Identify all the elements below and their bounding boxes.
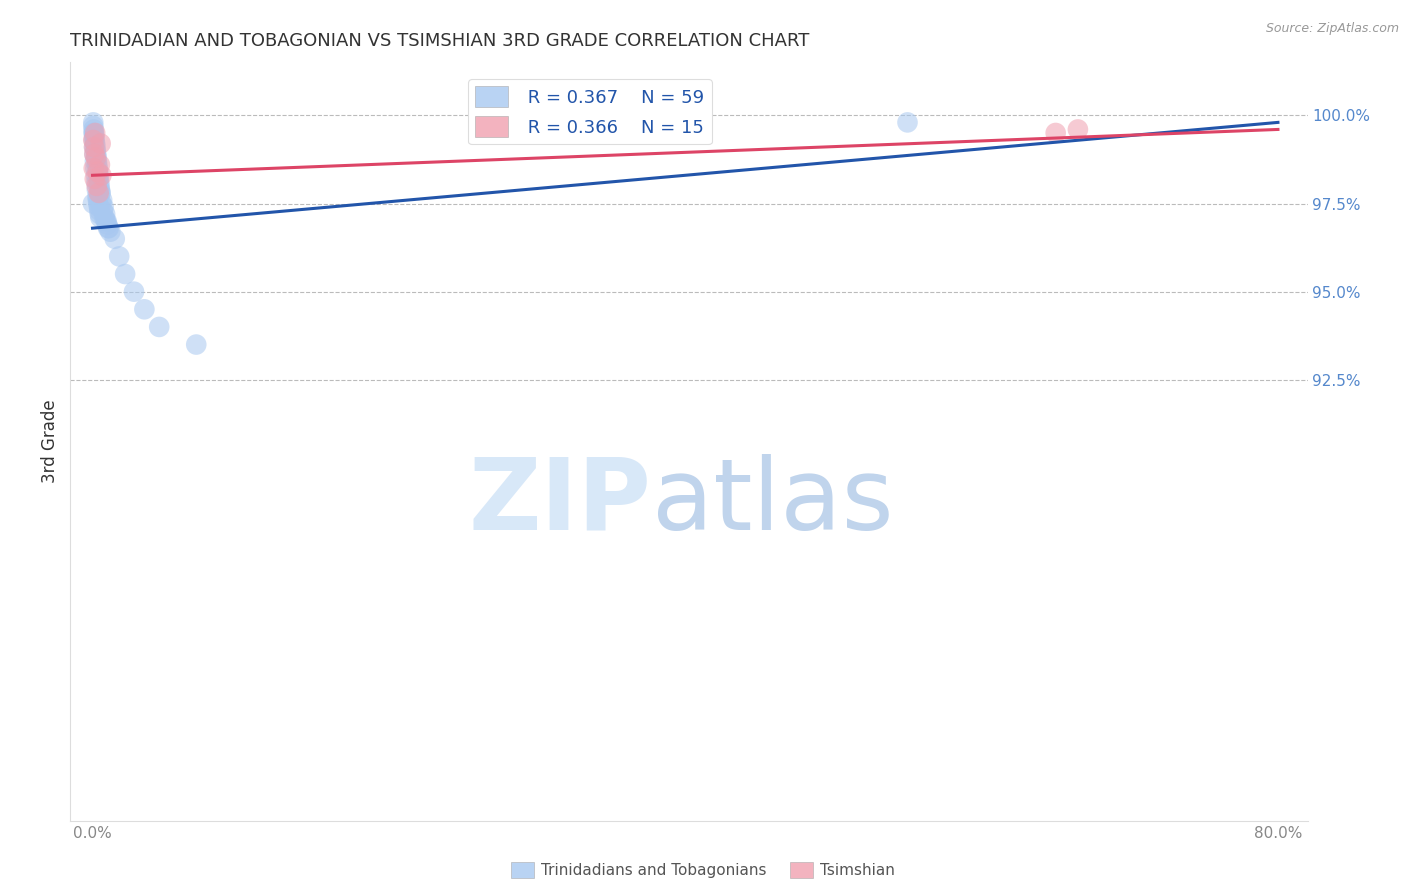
Point (114, 267, 136, 281)
Point (86, 175, 108, 189)
Point (87, 169, 110, 183)
Point (89, 186, 111, 200)
Point (83, 140, 105, 154)
Point (98, 225, 121, 239)
Point (90, 169, 112, 183)
Point (87, 165, 110, 179)
Legend: Trinidadians and Tobagonians, Tsimshian: Trinidadians and Tobagonians, Tsimshian (505, 856, 901, 884)
Point (83, 171, 105, 186)
Y-axis label: 3rd Grade: 3rd Grade (41, 400, 59, 483)
Point (86, 151, 108, 165)
Point (82, 115, 104, 129)
Point (86, 154, 108, 169)
Point (96, 218, 118, 232)
Point (84, 140, 107, 154)
Point (108, 249, 131, 263)
Point (83, 122, 105, 136)
Point (83, 140, 105, 154)
Point (83, 129, 105, 144)
Point (104, 232, 127, 246)
Point (93, 211, 115, 225)
Point (84, 144, 107, 158)
Point (83, 126, 105, 140)
Point (86, 178, 108, 193)
Point (186, 337, 208, 351)
Point (84, 147, 107, 161)
Legend:  R = 0.367    N = 59,  R = 0.366    N = 15: R = 0.367 N = 59, R = 0.366 N = 15 (468, 79, 711, 145)
Point (89, 211, 111, 225)
Point (83, 126, 105, 140)
Point (97, 221, 120, 235)
Point (86, 161, 108, 176)
Point (91, 193, 114, 207)
Point (94, 207, 117, 221)
Point (82, 119, 104, 133)
Point (91, 203, 114, 218)
Text: ZIP: ZIP (470, 454, 652, 550)
Point (89, 182, 111, 196)
Point (83, 133, 105, 147)
Point (84, 126, 107, 140)
Point (83, 147, 105, 161)
Point (1067, 122, 1090, 136)
Point (89, 203, 111, 218)
Point (87, 196, 110, 211)
Point (93, 200, 115, 214)
Point (89, 175, 111, 189)
Text: atlas: atlas (652, 454, 893, 550)
Point (896, 115, 918, 129)
Point (83, 161, 105, 176)
Point (87, 186, 110, 200)
Point (87, 193, 110, 207)
Point (1045, 126, 1067, 140)
Point (83, 154, 105, 169)
Point (87, 200, 110, 214)
Point (134, 302, 156, 317)
Point (86, 189, 108, 203)
Point (90, 136, 112, 151)
Point (82, 133, 104, 147)
Point (89, 207, 111, 221)
Point (87, 171, 110, 186)
Point (89, 178, 111, 193)
Point (90, 196, 112, 211)
Text: Source: ZipAtlas.com: Source: ZipAtlas.com (1265, 22, 1399, 36)
Point (89, 158, 111, 172)
Point (122, 285, 145, 299)
Point (83, 133, 105, 147)
Point (86, 182, 108, 196)
Point (83, 147, 105, 161)
Point (84, 169, 107, 183)
Point (84, 151, 107, 165)
Point (90, 186, 112, 200)
Point (94, 214, 117, 228)
Point (97, 221, 120, 235)
Point (86, 165, 108, 179)
Point (96, 214, 118, 228)
Point (82, 196, 104, 211)
Text: TRINIDADIAN AND TOBAGONIAN VS TSIMSHIAN 3RD GRADE CORRELATION CHART: TRINIDADIAN AND TOBAGONIAN VS TSIMSHIAN … (70, 32, 810, 50)
Point (148, 320, 170, 334)
Point (84, 161, 107, 176)
Point (86, 158, 108, 172)
Point (84, 136, 107, 151)
